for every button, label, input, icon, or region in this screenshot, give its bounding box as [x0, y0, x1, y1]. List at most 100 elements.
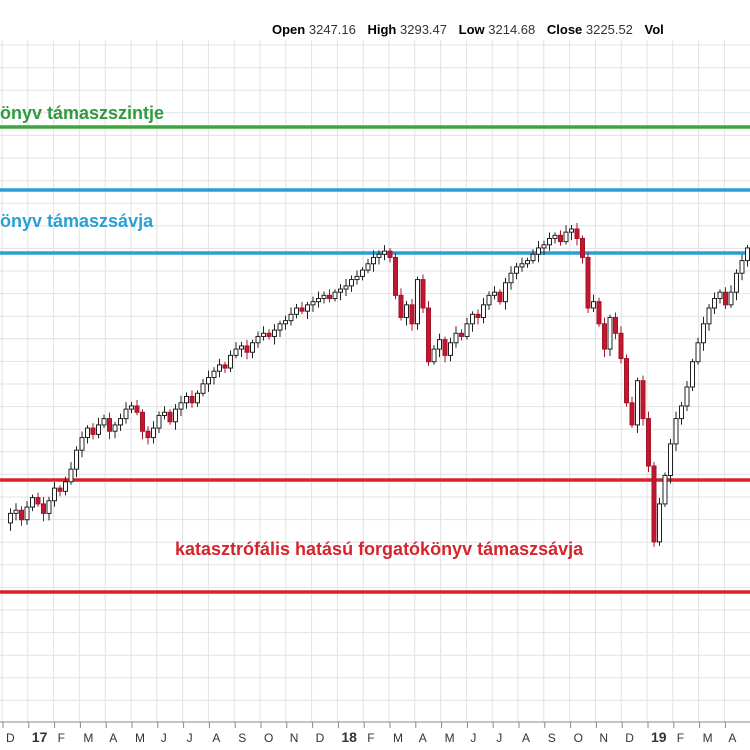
candle-body	[662, 474, 668, 505]
close-value: 3225.52	[585, 22, 633, 37]
candle-body	[574, 228, 580, 239]
candle-body	[294, 307, 299, 315]
candle-body	[437, 339, 442, 350]
candle-body	[426, 307, 431, 363]
candle-body	[57, 487, 63, 492]
candle-body	[8, 512, 13, 524]
candle-body	[651, 465, 657, 543]
candle-body	[173, 408, 178, 423]
candle-body	[371, 256, 376, 265]
x-tick-label: M	[703, 731, 713, 745]
candle-body	[486, 294, 492, 306]
candle-body	[541, 244, 547, 249]
candle-body	[255, 335, 261, 344]
candle-body	[717, 291, 723, 300]
high-value: 3293.47	[400, 22, 447, 37]
candle-body	[701, 323, 706, 344]
candle-body	[690, 361, 695, 388]
candle-body	[178, 402, 184, 410]
candle-body	[635, 380, 640, 426]
ohlc-readout: Open 3247.16 High 3293.47 Low 3214.68 Cl…	[272, 22, 664, 37]
candle-body	[129, 405, 134, 410]
candle-body	[305, 304, 310, 312]
x-tick-label: J	[496, 731, 502, 745]
x-tick-label: A	[522, 731, 530, 745]
candle-body	[508, 272, 514, 284]
candle-body	[448, 342, 453, 356]
candle-body	[206, 377, 211, 385]
candle-body	[453, 332, 459, 344]
candle-body	[112, 424, 118, 432]
candles	[8, 223, 750, 547]
candle-body	[349, 279, 354, 287]
x-tick-label: D	[316, 731, 325, 745]
candle-body	[393, 256, 398, 296]
open-value: 3247.16	[308, 22, 356, 37]
candle-body	[151, 427, 156, 439]
candle-body	[481, 304, 486, 318]
candle-body	[52, 487, 57, 502]
x-tick-label: F	[367, 731, 374, 745]
candle-body	[338, 288, 343, 293]
vol-label: Vol	[644, 22, 664, 37]
candle-body	[459, 332, 464, 337]
x-tick-label: J	[161, 731, 167, 745]
candle-body	[63, 481, 68, 492]
candle-body	[211, 370, 217, 379]
candle-body	[706, 307, 712, 325]
candle-body	[343, 285, 349, 290]
candle-body	[162, 411, 167, 416]
high-label: High	[367, 22, 397, 37]
candle-body	[470, 313, 475, 325]
candle-body	[35, 497, 41, 505]
candle-body	[431, 348, 437, 363]
candle-body	[602, 323, 607, 350]
candle-body	[365, 263, 371, 271]
horizontal-lines	[0, 125, 750, 594]
candle-body	[222, 364, 228, 369]
x-tick-label: J	[187, 731, 193, 745]
x-tick-label: 18	[341, 729, 357, 745]
candle-body	[195, 392, 200, 404]
candle-body	[492, 291, 497, 296]
candle-body	[46, 500, 52, 514]
x-tick-label: D	[6, 731, 15, 745]
x-tick-label: 17	[32, 729, 48, 745]
candle-body	[376, 253, 382, 258]
candle-body	[140, 411, 145, 432]
candle-body	[200, 383, 206, 394]
candle-body	[310, 301, 316, 306]
x-tick-label: A	[728, 731, 736, 745]
x-tick-label: 19	[651, 729, 667, 745]
candle-body	[723, 291, 728, 306]
x-tick-label: S	[548, 731, 556, 745]
candle-body	[354, 275, 360, 281]
candle-body	[134, 405, 140, 413]
candle-body	[420, 279, 426, 309]
x-tick-label: F	[58, 731, 65, 745]
candle-body	[519, 263, 525, 268]
candle-body	[277, 323, 283, 331]
candle-body	[442, 339, 448, 356]
candle-body	[415, 279, 420, 325]
candle-body	[387, 250, 393, 258]
candle-body	[618, 332, 624, 360]
candle-body	[728, 291, 734, 306]
candle-body	[624, 358, 629, 404]
candle-body	[409, 304, 415, 325]
candle-body	[360, 269, 365, 277]
x-tick-label: M	[393, 731, 403, 745]
candle-body	[591, 301, 596, 309]
candle-body	[552, 234, 558, 239]
x-tick-label: M	[83, 731, 93, 745]
candle-body	[96, 424, 101, 435]
candle-body	[101, 418, 107, 426]
candle-body	[684, 386, 690, 407]
candle-body	[321, 294, 327, 300]
candle-body	[536, 247, 541, 255]
candle-body	[250, 342, 255, 353]
candle-body	[673, 418, 679, 445]
candle-body	[244, 345, 250, 353]
candle-body	[299, 307, 305, 312]
candle-body	[327, 294, 332, 300]
